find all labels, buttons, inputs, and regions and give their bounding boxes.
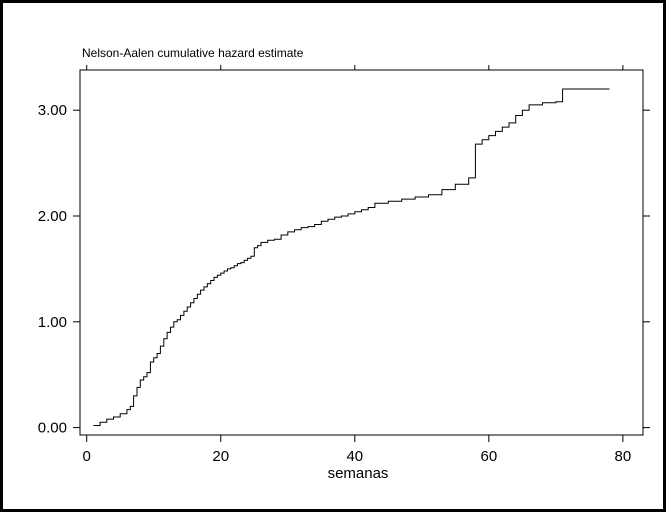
x-axis-title: semanas [328,465,389,482]
y-tick-label: 0.00 [38,420,67,437]
x-tick-label: 20 [212,448,229,465]
y-tick-label: 1.00 [38,314,67,331]
axis-ticks: 0 20 40 60 80 0.00 1.00 2.00 3.00 [38,65,650,465]
chart-title: Nelson-Aalen cumulative hazard estimate [82,46,304,60]
x-tick-label: 0 [83,448,91,465]
plot-area [79,69,644,436]
x-tick-label: 60 [481,448,498,465]
x-tick-label: 40 [346,448,363,465]
hazard-step-line [93,88,610,426]
y-tick-label: 3.00 [38,102,67,119]
x-tick-label: 80 [615,448,632,465]
y-tick-label: 2.00 [38,208,67,225]
